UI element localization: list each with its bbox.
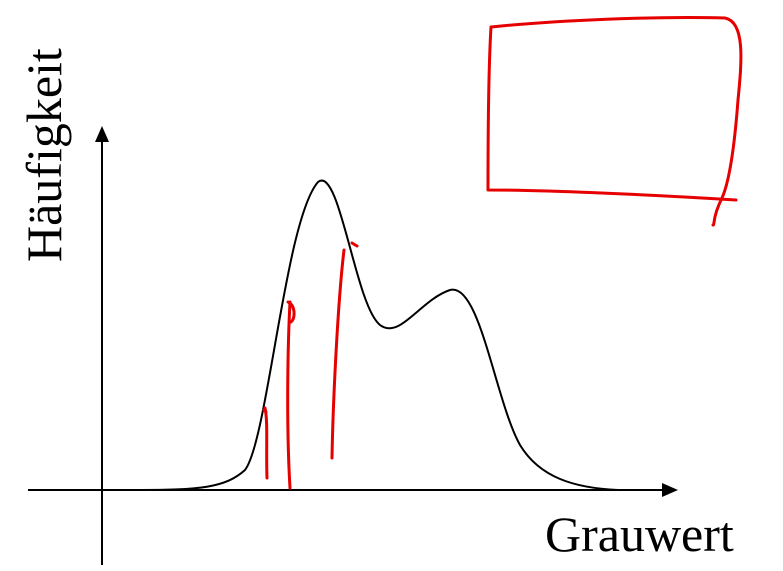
x-axis-label: Grauwert [545,506,734,562]
x-axis-arrowhead [662,483,678,497]
annotation-hook-middle [286,300,296,324]
annotation-stroke-left [263,406,269,480]
annotation-tick-right [350,241,359,248]
annotation-rectangle [486,15,743,227]
y-axis-label: Häufigkeit [16,48,72,262]
annotation-stroke-middle [286,300,292,490]
annotation-stroke-right [330,248,346,460]
histogram-curve [134,179,619,491]
red-annotations [262,15,743,490]
y-axis-arrowhead [95,126,109,142]
annotation-tick-left [262,408,268,414]
